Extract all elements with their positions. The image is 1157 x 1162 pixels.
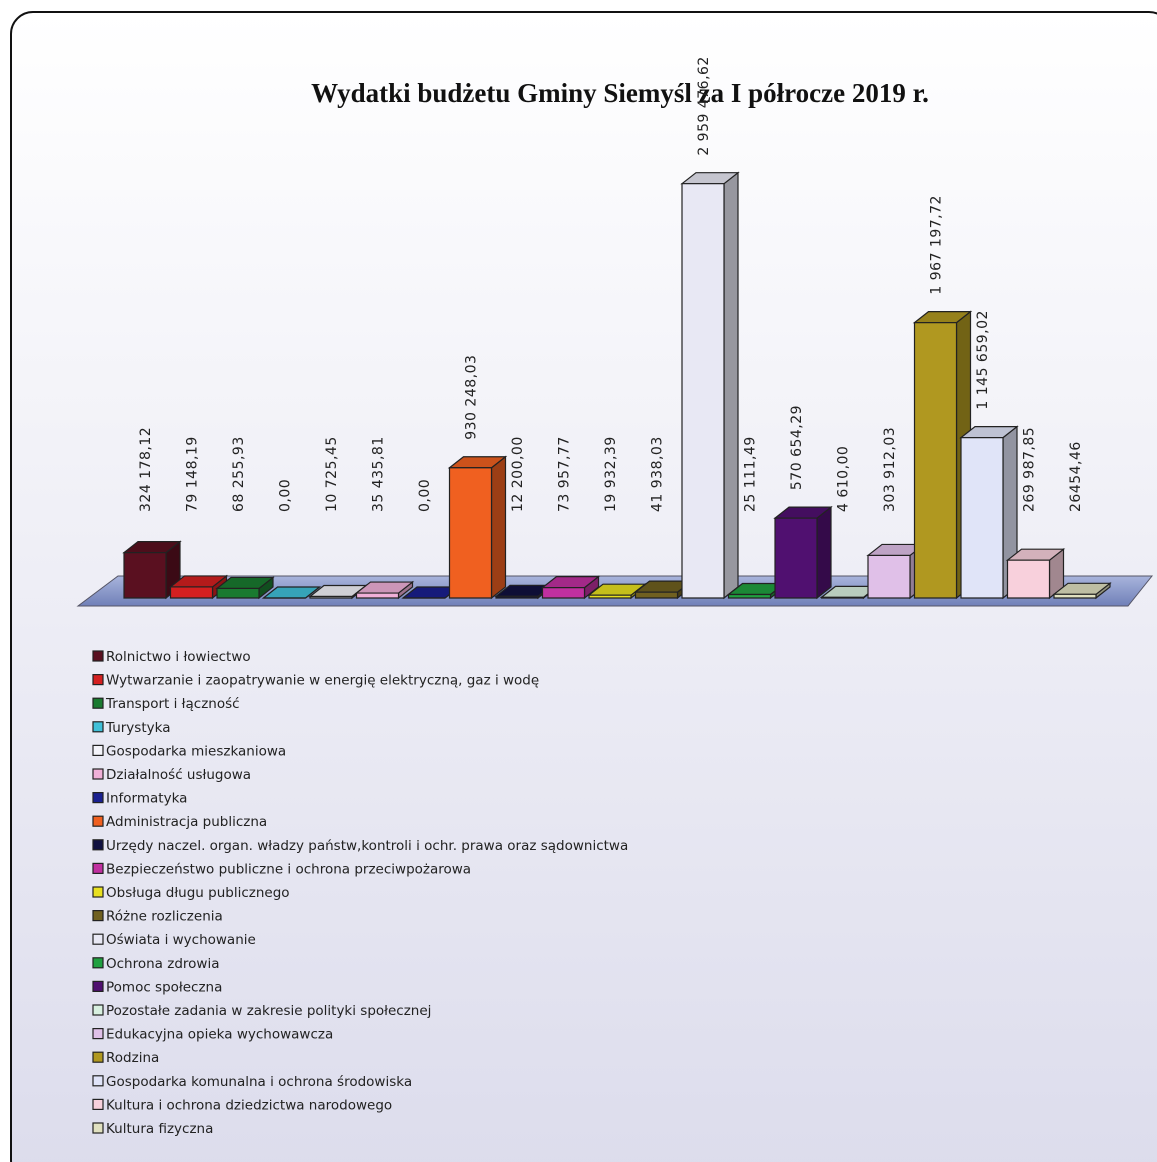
legend-swatch bbox=[92, 862, 104, 875]
legend-swatch bbox=[92, 1051, 104, 1063]
bar bbox=[1005, 547, 1066, 600]
bar-face bbox=[123, 552, 167, 599]
value-label: 19 932,39 bbox=[603, 436, 619, 512]
value-label: 0,00 bbox=[417, 479, 433, 512]
legend-swatch bbox=[92, 650, 104, 662]
bar bbox=[354, 580, 415, 600]
legend-label: Edukacyjna opieka wychowawcza bbox=[106, 1027, 333, 1043]
legend-label: Rolnictwo i łowiectwo bbox=[106, 649, 251, 665]
legend-swatch bbox=[92, 791, 104, 804]
legend-swatch bbox=[92, 1098, 104, 1111]
legend-swatch bbox=[92, 721, 104, 733]
bar-face bbox=[913, 321, 958, 599]
bar-face bbox=[723, 171, 739, 600]
legend-swatch bbox=[92, 957, 104, 969]
bar-face bbox=[309, 595, 353, 599]
value-label: 2 959 476,62 bbox=[696, 56, 712, 156]
legend-swatch bbox=[92, 933, 104, 945]
legend-label: Urzędy naczel. organ. władzy państw,kont… bbox=[106, 838, 628, 854]
value-label: 12 200,00 bbox=[510, 436, 526, 512]
legend-label: Turystyka bbox=[105, 720, 170, 736]
bar bbox=[122, 540, 182, 600]
value-label: 930 248,03 bbox=[464, 355, 480, 440]
chart-title: Wydatki budżetu Gminy Siemyśl za I półro… bbox=[311, 78, 929, 108]
bar-face bbox=[490, 455, 507, 600]
legend-label: Transport i łączność bbox=[105, 696, 240, 712]
value-label: 303 912,03 bbox=[882, 427, 898, 512]
bar-face bbox=[816, 505, 832, 600]
legend-swatch bbox=[92, 1122, 104, 1134]
bar-face bbox=[1006, 559, 1051, 599]
bar bbox=[540, 575, 601, 600]
bar-face bbox=[216, 587, 260, 599]
legend-swatch bbox=[92, 980, 104, 993]
bar-face bbox=[867, 554, 911, 599]
bar bbox=[261, 586, 322, 599]
bar-face bbox=[960, 437, 1004, 599]
value-label: 1 145 659,02 bbox=[975, 310, 991, 410]
bar-face bbox=[634, 591, 679, 599]
legend-label: Pozostałe zadania w zakresie polityki sp… bbox=[106, 1003, 431, 1019]
bar-face bbox=[495, 595, 539, 599]
bar bbox=[680, 171, 740, 600]
bar-face bbox=[355, 592, 400, 599]
value-label: 73 957,77 bbox=[557, 436, 573, 512]
value-label: 269 987,85 bbox=[1022, 427, 1038, 512]
legend-label: Wytwarzanie i zaopatrywanie w energię el… bbox=[106, 673, 539, 689]
legend-swatch bbox=[92, 909, 104, 922]
legend-label: Kultura fizyczna bbox=[106, 1121, 213, 1137]
value-label: 25 111,49 bbox=[743, 436, 759, 512]
legend-swatch bbox=[92, 1075, 104, 1087]
bar-face bbox=[541, 587, 586, 599]
legend-swatch bbox=[92, 886, 104, 898]
value-label: 26454,46 bbox=[1068, 441, 1084, 512]
bar bbox=[1052, 582, 1112, 600]
legend-label: Rodzina bbox=[106, 1050, 159, 1066]
legend-label: Bezpieczeństwo publiczne i ochrona przec… bbox=[106, 861, 471, 877]
bar-face bbox=[448, 467, 493, 599]
legend-label: Informatyka bbox=[106, 791, 187, 807]
legend-swatch bbox=[92, 697, 104, 709]
bar bbox=[773, 505, 833, 600]
legend-swatch bbox=[92, 815, 104, 827]
legend-label: Administracja publiczna bbox=[106, 814, 267, 830]
bar-face bbox=[681, 183, 725, 599]
legend-label: Gospodarka komunalna i ochrona środowisk… bbox=[106, 1074, 412, 1090]
legend-swatch bbox=[92, 1027, 104, 1040]
value-label: 324 178,12 bbox=[138, 427, 154, 512]
value-label: 570 654,29 bbox=[789, 405, 805, 490]
legend-label: Obsługa długu publicznego bbox=[106, 885, 290, 901]
legend-swatch bbox=[92, 1004, 104, 1016]
legend-swatch bbox=[92, 839, 104, 851]
legend-label: Różne rozliczenia bbox=[106, 909, 223, 925]
value-label: 1 967 197,72 bbox=[929, 195, 945, 295]
bar-face bbox=[588, 594, 632, 599]
value-label: 41 938,03 bbox=[650, 436, 666, 512]
legend-label: Pomoc społeczna bbox=[106, 979, 222, 995]
value-label: 0,00 bbox=[278, 479, 294, 512]
value-label: 79 148,19 bbox=[185, 436, 201, 512]
value-label: 4 610,00 bbox=[836, 446, 852, 512]
bar-face bbox=[774, 517, 818, 599]
bar bbox=[215, 576, 275, 600]
legend-label: Kultura i ochrona dziedzictwa narodowego bbox=[106, 1097, 392, 1113]
legend-label: Ochrona zdrowia bbox=[106, 956, 219, 972]
value-label: 35 435,81 bbox=[371, 436, 387, 512]
legend-label: Oświata i wychowanie bbox=[106, 932, 256, 948]
legend-label: Gospodarka mieszkaniowa bbox=[106, 743, 286, 759]
bar bbox=[959, 425, 1019, 600]
bar-face bbox=[727, 593, 772, 599]
bar-face bbox=[820, 596, 865, 599]
legend-swatch bbox=[92, 768, 104, 780]
legend-label: Działalność usługowa bbox=[106, 767, 251, 783]
legend-swatch bbox=[92, 673, 104, 686]
value-label: 10 725,45 bbox=[324, 436, 340, 512]
legend-swatch bbox=[92, 744, 104, 757]
bar-face bbox=[1053, 593, 1097, 599]
bar-face bbox=[169, 586, 214, 599]
value-label: 68 255,93 bbox=[231, 436, 247, 512]
bar bbox=[447, 455, 508, 600]
